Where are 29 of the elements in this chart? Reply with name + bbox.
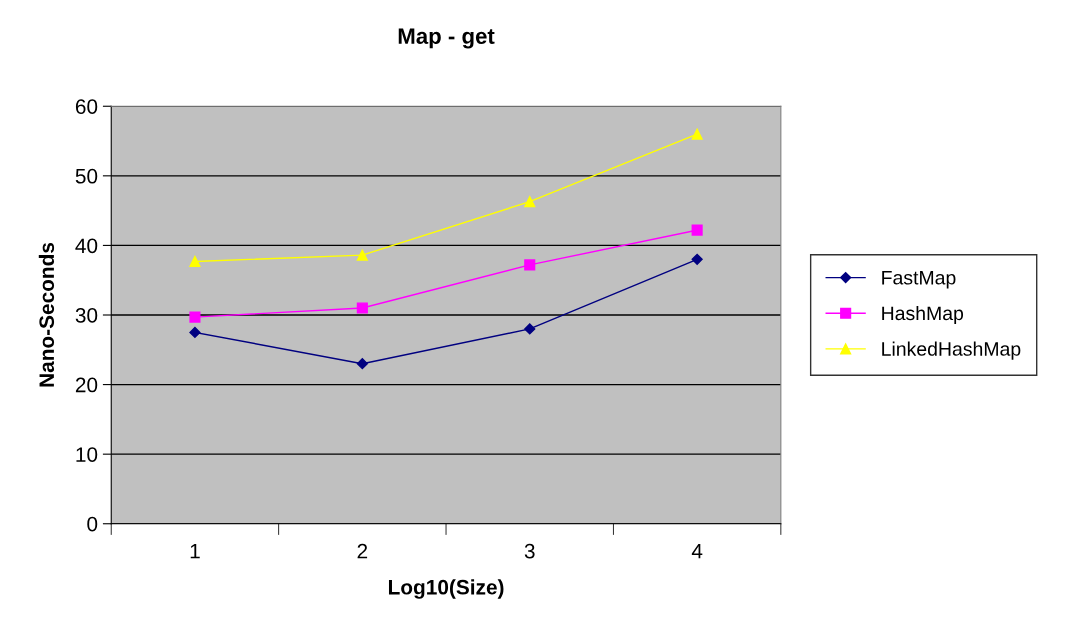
point: [524, 323, 536, 335]
y-tick-label: 60: [75, 99, 98, 114]
x-axis-title: Log10(Size): [388, 579, 504, 599]
legend-label: HashMap: [882, 305, 964, 325]
point: [189, 326, 201, 339]
chart-title: Map - get: [398, 28, 495, 49]
point: [189, 311, 201, 323]
y-tick-label: 50: [75, 168, 98, 184]
point: [524, 259, 536, 271]
y-tick-label: 30: [75, 308, 98, 323]
y-tick-label: 40: [75, 238, 98, 254]
y-tick-label: 10: [76, 447, 98, 462]
legend-label: FastMap: [882, 271, 956, 289]
x-tick-label: 3: [524, 543, 535, 559]
y-axis-title: Nano-Seconds: [38, 242, 55, 387]
point: [691, 224, 703, 236]
point: [356, 302, 368, 314]
point: [356, 249, 368, 261]
x-tick-label: 1: [190, 543, 200, 559]
point: [524, 196, 536, 208]
legend-label: LinkedHashMap: [882, 341, 1021, 360]
point: [691, 128, 703, 140]
x-tick-label: 2: [357, 543, 368, 559]
point: [189, 255, 201, 267]
point: [356, 358, 368, 370]
x-tick-label: 4: [691, 543, 703, 559]
y-tick-label: 0: [87, 516, 98, 532]
point: [691, 253, 703, 265]
y-tick-label: 20: [75, 377, 98, 393]
